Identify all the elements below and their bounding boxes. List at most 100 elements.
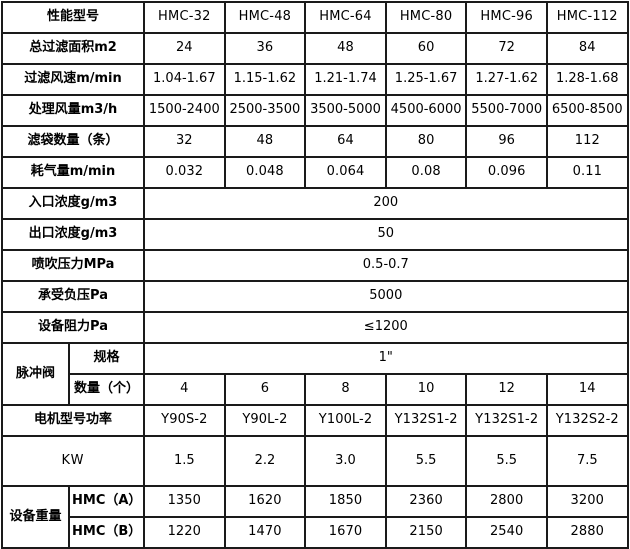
row-label: 喷吹压力MPa [0, 249, 146, 282]
cell-value: 3.0 [304, 435, 387, 487]
cell-value: 2800 [465, 485, 548, 518]
row-label: 设备阻力Pa [0, 311, 146, 344]
cell-value: 1.27-1.62 [465, 63, 548, 96]
cell-value: Y132S2-2 [545, 404, 629, 437]
cell-value: 2.2 [223, 435, 307, 487]
cell-value: 1500-2400 [143, 94, 226, 127]
cell-value: 1.28-1.68 [545, 63, 629, 96]
cell-value: 2150 [384, 516, 468, 549]
cell-value: 1.5 [143, 435, 226, 487]
cell-value: 60 [384, 32, 468, 65]
sub-label-quantity: 数量（个） [67, 373, 146, 406]
row-label-kw: KW [0, 435, 146, 487]
model-header-0: HMC-32 [143, 1, 226, 34]
cell-value: Y132S1-2 [384, 404, 468, 437]
cell-value: 2500-3500 [223, 94, 307, 127]
cell-value: 96 [465, 125, 548, 158]
cell-value: 48 [304, 32, 387, 65]
table-row-pulse-valve-quantity: 数量（个） 4 6 8 10 12 14 [2, 373, 629, 406]
cell-value-merged: 1" [143, 342, 629, 375]
model-header-1: HMC-48 [223, 1, 307, 34]
cell-value: 14 [545, 373, 629, 406]
cell-value: 6 [223, 373, 307, 406]
group-label-pulse-valve: 脉冲阀 [1, 342, 70, 406]
header-label-performance-model: 性能型号 [0, 1, 146, 34]
cell-value: 5.5 [465, 435, 548, 487]
cell-value: 1.04-1.67 [143, 63, 226, 96]
cell-value: 10 [384, 373, 468, 406]
table-row-negative-pressure: 承受负压Pa 5000 [0, 280, 629, 313]
row-label-motor: 电机型号功率 [0, 404, 146, 437]
cell-value: 1.15-1.62 [223, 63, 307, 96]
row-label: 处理风量m3/h [0, 94, 146, 127]
cell-value-merged: 5000 [143, 280, 629, 313]
cell-value: 1470 [223, 516, 307, 549]
cell-value: 1670 [304, 516, 387, 549]
row-label: 承受负压Pa [0, 280, 146, 313]
table-row-air-volume: 处理风量m3/h 1500-2400 2500-3500 3500-5000 4… [0, 94, 629, 127]
cell-value: 1850 [304, 485, 387, 518]
cell-value: 84 [545, 32, 629, 65]
cell-value-merged: 0.5-0.7 [143, 249, 629, 282]
cell-value: 0.08 [384, 156, 468, 189]
cell-value: 1.21-1.74 [304, 63, 387, 96]
table-row-pulse-valve-spec: 脉冲阀 规格 1" [1, 342, 629, 406]
cell-value: 6500-8500 [545, 94, 629, 127]
model-header-4: HMC-96 [465, 1, 548, 34]
cell-value: 1350 [143, 485, 226, 518]
cell-value: 3200 [545, 485, 629, 518]
cell-value: Y132S1-2 [465, 404, 548, 437]
sub-label-spec: 规格 [67, 342, 146, 375]
cell-value-merged: ≤1200 [143, 311, 629, 344]
cell-value: 0.064 [304, 156, 387, 189]
table-row-bag-quantity: 滤袋数量（条） 32 48 64 80 96 112 [0, 125, 629, 158]
cell-value: 2880 [545, 516, 629, 549]
cell-value: 64 [304, 125, 387, 158]
cell-value-merged: 200 [143, 187, 629, 220]
model-header-2: HMC-64 [304, 1, 387, 34]
sub-label-hmc-b: HMC（B） [67, 516, 146, 549]
cell-value: 112 [545, 125, 629, 158]
table-header-row: 性能型号 HMC-32 HMC-48 HMC-64 HMC-80 HMC-96 … [0, 1, 629, 34]
cell-value: 3500-5000 [304, 94, 387, 127]
cell-value: 0.11 [545, 156, 629, 189]
table-row-motor-model: 电机型号功率 Y90S-2 Y90L-2 Y100L-2 Y132S1-2 Y1… [0, 404, 629, 437]
cell-value: 7.5 [545, 435, 629, 487]
table-row-outlet-concentration: 出口浓度g/m3 50 [0, 218, 629, 251]
group-label-equipment-weight: 设备重量 [1, 485, 70, 549]
model-header-5: HMC-112 [545, 1, 629, 34]
cell-value: 24 [143, 32, 226, 65]
cell-value: Y100L-2 [304, 404, 387, 437]
row-label: 出口浓度g/m3 [0, 218, 146, 251]
cell-value: 4500-6000 [384, 94, 468, 127]
cell-value: 2360 [384, 485, 468, 518]
cell-value: 72 [465, 32, 548, 65]
model-header-3: HMC-80 [384, 1, 468, 34]
cell-value: 0.096 [465, 156, 548, 189]
cell-value: 0.048 [223, 156, 307, 189]
table-row-inlet-concentration: 入口浓度g/m3 200 [0, 187, 629, 220]
cell-value: 36 [223, 32, 307, 65]
cell-value: 8 [304, 373, 387, 406]
cell-value: 48 [223, 125, 307, 158]
table-row-filtration-velocity: 过滤风速m/min 1.04-1.67 1.15-1.62 1.21-1.74 … [0, 63, 629, 96]
cell-value: 5500-7000 [465, 94, 548, 127]
cell-value: Y90S-2 [143, 404, 226, 437]
table-row-power-kw: KW 1.5 2.2 3.0 5.5 5.5 7.5 [0, 435, 629, 487]
table-row-weight-b: HMC（B） 1220 1470 1670 2150 2540 2880 [2, 516, 629, 549]
cell-value: Y90L-2 [223, 404, 307, 437]
cell-value: 1220 [143, 516, 226, 549]
row-label: 滤袋数量（条） [0, 125, 146, 158]
cell-value: 0.032 [143, 156, 226, 189]
cell-value: 4 [143, 373, 226, 406]
cell-value: 32 [143, 125, 226, 158]
cell-value: 5.5 [384, 435, 468, 487]
table-row-pulse-pressure: 喷吹压力MPa 0.5-0.7 [0, 249, 629, 282]
row-label: 总过滤面积m2 [0, 32, 146, 65]
sub-label-hmc-a: HMC（A） [67, 485, 146, 518]
cell-value: 80 [384, 125, 468, 158]
cell-value: 1.25-1.67 [384, 63, 468, 96]
table-row-equipment-resistance: 设备阻力Pa ≤1200 [0, 311, 629, 344]
